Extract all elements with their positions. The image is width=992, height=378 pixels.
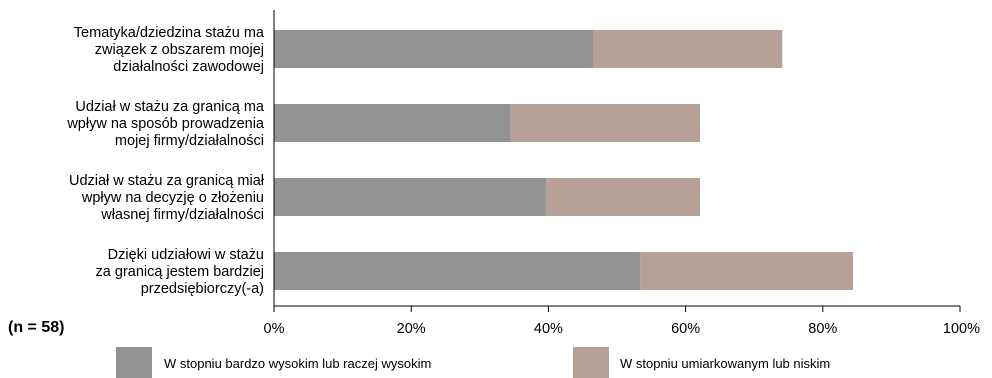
- sample-size-note: (n = 58): [8, 319, 64, 336]
- category-label-4-line-2: za granicą jestem bardziej: [96, 264, 264, 280]
- category-label-2-line-3: mojej firmy/działalności: [115, 133, 264, 149]
- x-tick-label-1: 0%: [264, 321, 285, 337]
- x-tick-label-3: 40%: [534, 321, 563, 337]
- category-label-2-line-1: Udział w stażu za granicą ma: [75, 99, 265, 115]
- category-label-1-line-1: Tematyka/dziedzina stażu ma: [74, 25, 265, 41]
- bar-segment-2-row-4: [640, 252, 853, 290]
- legend-swatch-2: [573, 347, 609, 378]
- x-tick-label-2: 20%: [397, 321, 426, 337]
- category-label-1-line-3: działalności zawodowej: [113, 59, 264, 75]
- category-label-4-line-3: przedsiębiorczy(-a): [141, 281, 264, 297]
- x-tick-label-4: 60%: [671, 321, 700, 337]
- category-label-3-line-2: wpływ na decyzję o złożeniu: [81, 190, 264, 206]
- bar-segment-1-row-2: [274, 104, 511, 142]
- bar-segment-2-row-2: [510, 104, 701, 142]
- x-axis-ticks: 0% 20% 40% 60% 80% 100%: [264, 306, 980, 337]
- category-label-4-line-1: Dzięki udziałowi w stażu: [108, 247, 264, 263]
- x-tick-label-6: 100%: [943, 321, 980, 337]
- bars-group: [274, 30, 853, 290]
- bar-segment-1-row-4: [274, 252, 641, 290]
- legend-label-1: W stopniu bardzo wysokim lub raczej wyso…: [164, 356, 431, 371]
- legend: W stopniu bardzo wysokim lub raczej wyso…: [116, 347, 830, 378]
- legend-label-2: W stopniu umiarkowanym lub niskim: [620, 356, 830, 371]
- bar-segment-1-row-1: [274, 30, 593, 68]
- legend-swatch-1: [116, 347, 152, 378]
- x-tick-label-5: 80%: [808, 321, 837, 337]
- bar-segment-2-row-1: [592, 30, 783, 68]
- category-label-3-line-1: Udział w stażu za granicą miał: [69, 173, 265, 189]
- category-label-3-line-3: własnej firmy/działalności: [100, 207, 264, 223]
- bar-segment-2-row-3: [546, 178, 701, 216]
- category-label-1-line-2: związek z obszarem mojej: [95, 42, 264, 58]
- category-label-2-line-2: wpływ na sposób prowadzenia: [66, 116, 265, 132]
- bar-segment-1-row-3: [274, 178, 547, 216]
